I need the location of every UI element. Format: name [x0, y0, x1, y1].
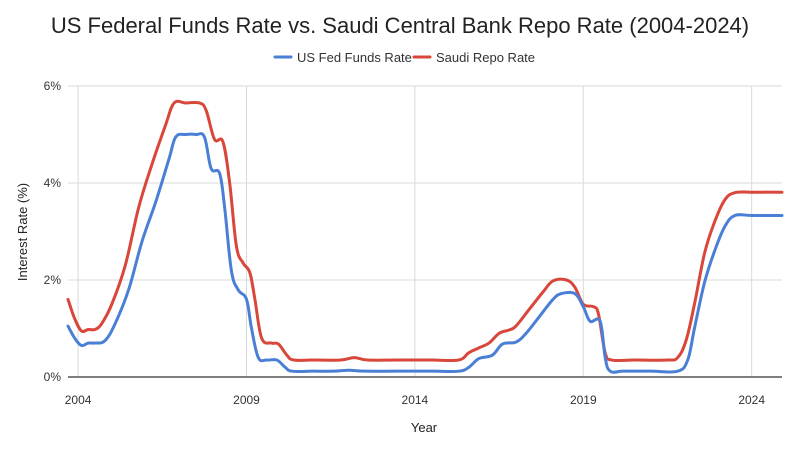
x-tick-label: 2009 — [233, 393, 260, 407]
x-axis-label: Year — [411, 420, 438, 435]
x-tick-label: 2004 — [65, 393, 92, 407]
legend-item-us-fed[interactable]: US Fed Funds Rate — [273, 50, 412, 65]
series-line-saudi-repo[interactable] — [66, 99, 784, 363]
chart-title: US Federal Funds Rate vs. Saudi Central … — [51, 13, 749, 38]
x-tick-label: 2014 — [402, 393, 429, 407]
legend: US Fed Funds Rate Saudi Repo Rate — [273, 50, 535, 65]
y-tick-label: 2% — [44, 273, 62, 287]
y-axis-label: Interest Rate (%) — [15, 183, 30, 281]
y-tick-label: 6% — [44, 79, 62, 93]
y-tick-label: 0% — [44, 370, 62, 384]
series-line-us-fed[interactable] — [66, 132, 784, 374]
axes: 0% 2% 4% 6% 2004 2009 2014 2019 2024 — [44, 79, 782, 407]
x-tick-label: 2019 — [570, 393, 597, 407]
y-tick-label: 4% — [44, 176, 62, 190]
legend-label-us-fed: US Fed Funds Rate — [297, 50, 412, 65]
legend-item-saudi-repo[interactable]: Saudi Repo Rate — [412, 50, 535, 65]
x-tick-label: 2024 — [738, 393, 765, 407]
series-lines — [66, 99, 784, 374]
legend-label-saudi-repo: Saudi Repo Rate — [436, 50, 535, 65]
grid — [68, 85, 782, 377]
